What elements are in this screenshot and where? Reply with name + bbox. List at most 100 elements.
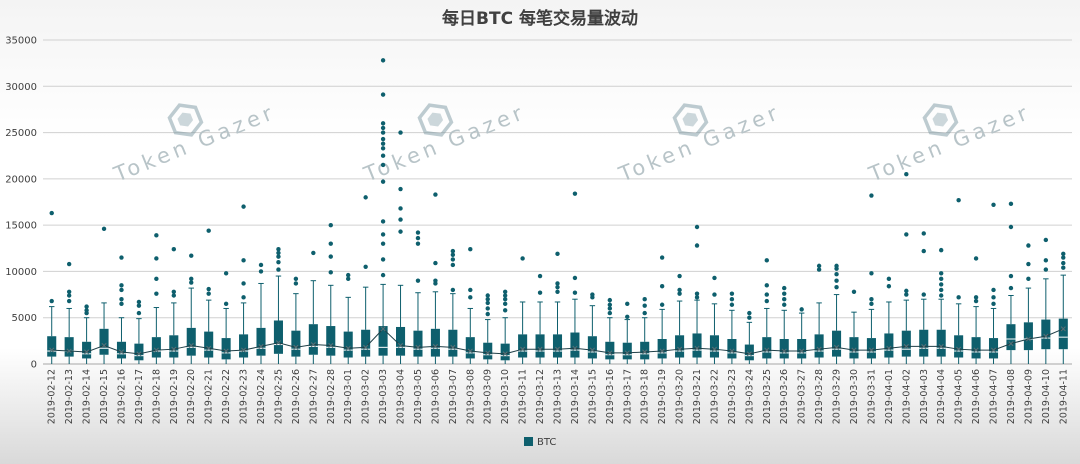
mean-marker-2019-02-16: [118, 349, 125, 355]
x-tick-label-2019-02-12: 2019-02-12: [47, 369, 58, 424]
x-tick-label-2019-03-05: 2019-03-05: [413, 369, 424, 424]
outlier-point: [380, 130, 386, 135]
mean-marker-2019-03-30: [851, 347, 857, 353]
box-2019-03-02: [361, 195, 371, 364]
box-upper: [832, 330, 842, 350]
outlier-point: [450, 252, 456, 257]
outlier-point: [502, 293, 508, 298]
box-upper: [849, 337, 859, 352]
mean-marker-2019-02-27: [310, 342, 316, 348]
outlier-point: [1061, 265, 1066, 270]
box-upper: [64, 337, 74, 352]
outlier-point: [241, 281, 246, 286]
outlier-point: [834, 278, 839, 283]
outlier-point: [991, 295, 996, 300]
box-lower: [64, 351, 74, 357]
legend: BTC: [524, 437, 556, 448]
x-tick-label-2019-04-04: 2019-04-04: [936, 369, 947, 424]
box-2019-03-10: [500, 289, 510, 364]
box-2019-03-15: [587, 292, 597, 364]
outlier-point: [415, 241, 421, 246]
box-lower: [971, 351, 981, 359]
outlier-point: [851, 289, 857, 294]
watermark-hexagon-logo: [672, 103, 709, 137]
outlier-point: [450, 287, 456, 293]
outlier-point: [346, 276, 351, 282]
outlier-point: [380, 153, 386, 158]
box-upper: [99, 328, 109, 349]
box-2019-04-09: [1023, 243, 1033, 364]
mean-marker-2019-04-05: [956, 346, 962, 352]
outlier-point: [241, 295, 246, 300]
watermark-1: Token Gazer: [110, 100, 280, 187]
x-tick-label-2019-03-17: 2019-03-17: [622, 369, 633, 424]
box-lower: [273, 344, 283, 354]
box-upper: [1041, 319, 1051, 339]
box-upper: [1058, 318, 1068, 338]
outlier-point: [764, 258, 769, 263]
x-tick-label-2019-03-27: 2019-03-27: [797, 369, 808, 424]
outlier-point: [415, 278, 421, 283]
outlier-point: [189, 253, 194, 258]
mean-marker-2019-03-09: [485, 350, 491, 356]
box-lower: [465, 352, 475, 359]
box-2019-03-07: [448, 248, 458, 364]
box-lower: [832, 349, 842, 357]
box-2019-03-09: [483, 293, 493, 364]
x-tick-label-2019-03-31: 2019-03-31: [866, 369, 877, 424]
mean-marker-2019-02-24: [258, 343, 264, 349]
outlier-point: [834, 284, 839, 290]
outlier-point: [206, 228, 211, 233]
y-tick-label-25000: 25000: [5, 128, 37, 139]
outlier-point: [502, 301, 508, 307]
outlier-point: [380, 162, 386, 168]
outlier-point: [572, 191, 578, 196]
box-lower: [762, 351, 772, 359]
box-lower: [204, 350, 214, 358]
outlier-point: [328, 254, 333, 259]
outlier-point: [677, 287, 682, 293]
x-tick-label-2019-03-10: 2019-03-10: [500, 369, 511, 424]
box-2019-03-11: [518, 256, 528, 364]
box-2019-02-24: [256, 262, 266, 364]
outlier-point: [241, 258, 246, 263]
box-2019-03-16: [605, 297, 615, 364]
box-upper: [518, 334, 528, 352]
outlier-point: [346, 272, 351, 278]
outlier-point: [293, 281, 299, 286]
box-2019-03-26: [779, 285, 789, 364]
x-tick-label-2019-02-26: 2019-02-26: [291, 369, 302, 424]
outlier-point: [119, 283, 124, 288]
outlier-point: [642, 303, 647, 308]
outlier-point: [991, 301, 996, 307]
box-lower: [605, 354, 615, 360]
box-upper: [430, 328, 440, 349]
mean-marker-2019-03-10: [502, 351, 508, 357]
box-lower: [1023, 339, 1033, 351]
outlier-point: [904, 292, 909, 297]
box-2019-02-18: [151, 233, 161, 364]
mean-marker-2019-03-14: [572, 345, 578, 351]
outlier-point: [328, 270, 333, 275]
outlier-point: [433, 278, 438, 283]
mean-marker-2019-04-08: [1008, 341, 1014, 347]
box-lower: [552, 351, 563, 358]
outlier-point: [154, 276, 159, 282]
y-tick-label-35000: 35000: [5, 36, 37, 47]
outlier-point: [991, 202, 996, 207]
outlier-point: [1043, 237, 1049, 243]
outlier-point: [782, 302, 787, 307]
outlier-point: [119, 297, 124, 302]
x-axis-ticks: 2019-02-12 2019-02-13 2019-02-14 2019-02-15…: [47, 369, 1070, 424]
outlier-point: [537, 290, 543, 295]
mean-marker-2019-04-10: [1043, 333, 1049, 339]
box-lower: [343, 350, 353, 358]
outlier-point: [485, 300, 490, 306]
box-2019-02-27: [308, 250, 318, 364]
outlier-point: [276, 267, 281, 272]
outlier-point: [1043, 267, 1049, 272]
mean-marker-2019-03-27: [799, 348, 805, 354]
box-2019-02-26: [291, 276, 301, 364]
box-lower: [483, 354, 493, 360]
box-lower: [256, 348, 266, 356]
